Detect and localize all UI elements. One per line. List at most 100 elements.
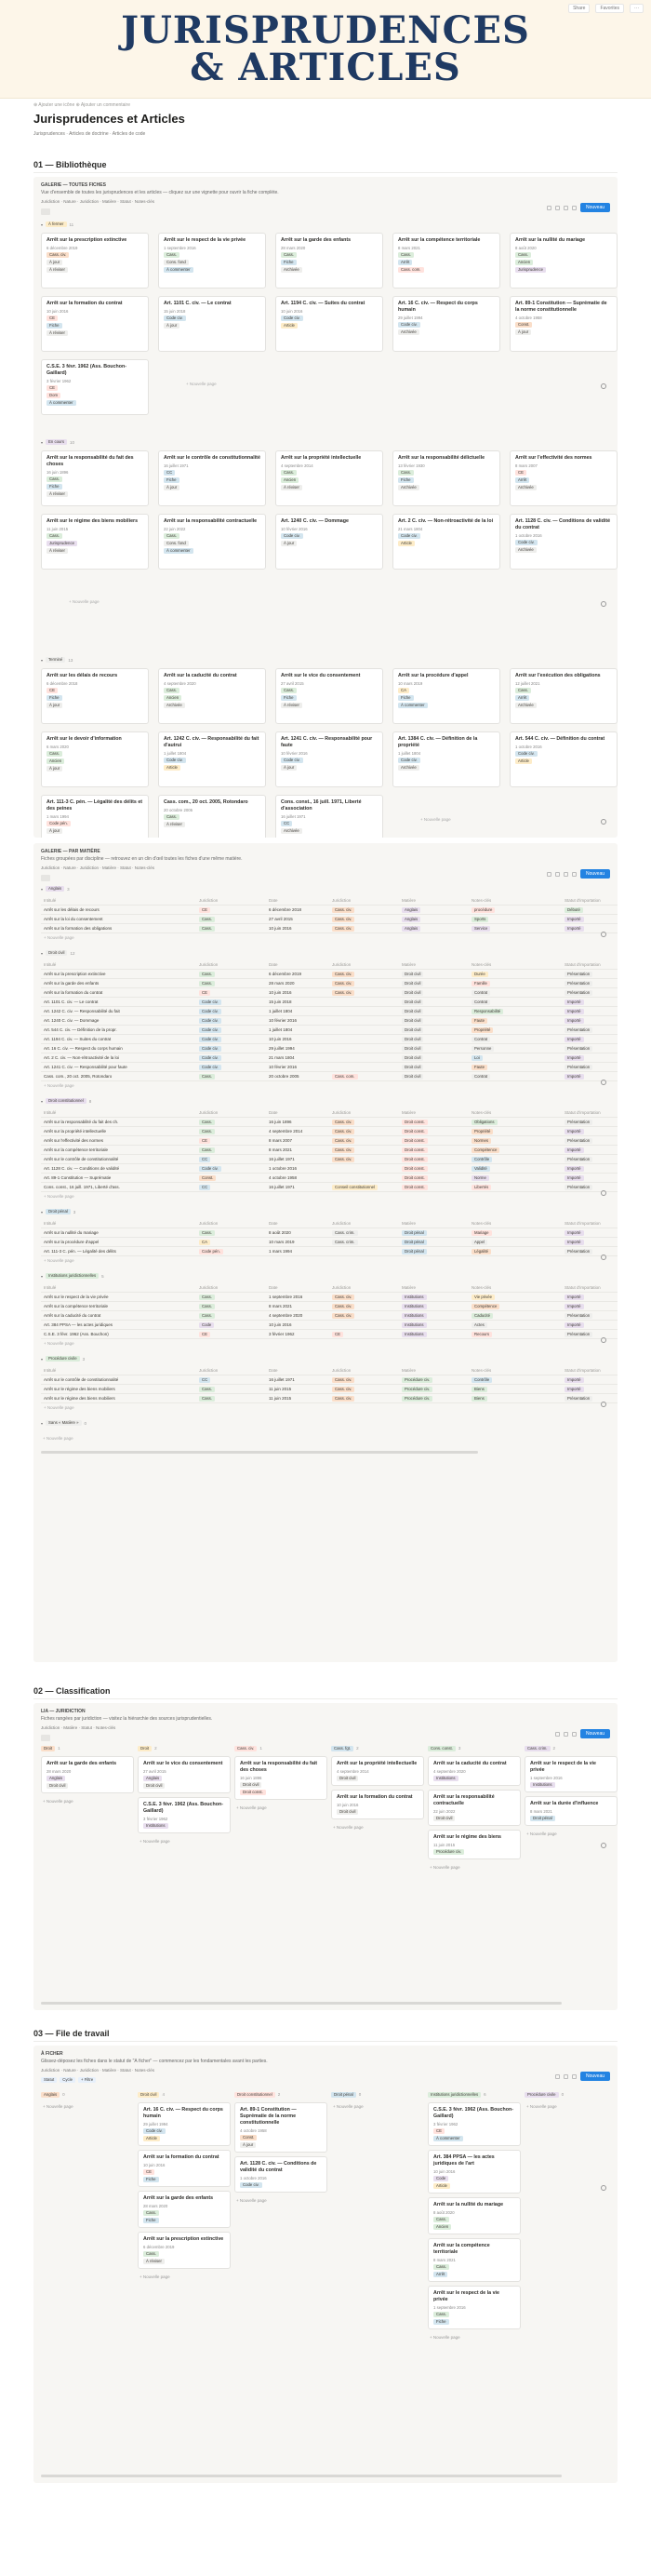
sort-icon[interactable] [554, 205, 560, 210]
gallery-card[interactable]: Art. 1128 C. civ. — Conditions de validi… [510, 514, 618, 570]
sort-icon[interactable] [563, 1731, 568, 1737]
table-filters[interactable]: Juridiction · Nature · Juridiction · Mat… [41, 865, 155, 870]
table-group-header[interactable]: ▾ Anglais 3 [41, 886, 70, 892]
toggle-icon[interactable]: ▾ [41, 1273, 44, 1279]
new-page-button[interactable]: + Nouvelle page [43, 1799, 73, 1804]
table-group-header[interactable]: ▾ Droit constitutionnel 8 [41, 1098, 91, 1104]
gallery-card[interactable]: Arrêt sur la propriété intellectuelle 4 s… [275, 450, 383, 506]
gallery-card[interactable]: Arrêt sur le contrôle de constitutionnal… [158, 450, 266, 506]
column-header[interactable]: Statut d'importation [565, 898, 601, 903]
kanban-card[interactable]: Art. 89-1 Constitution — Suprématie de l… [234, 2102, 327, 2153]
gallery-group-header[interactable]: ▾ En cours 10 [41, 439, 74, 445]
side-handle-icon[interactable] [601, 1080, 606, 1085]
table-row[interactable]: Arrêt sur la compétence territoriale Cass… [41, 1302, 618, 1311]
column-header[interactable]: Intitulé [44, 1110, 57, 1115]
table-group-header[interactable]: ▾ Procédure civile 3 [41, 1356, 85, 1362]
sort-icon[interactable] [554, 871, 560, 877]
column-header[interactable]: Juridiction [332, 1110, 352, 1115]
table-row[interactable]: Cass. com., 20 oct. 2005, Rotondaro Cass.… [41, 1072, 618, 1081]
new-page-button[interactable]: + Nouvelle page [236, 2198, 267, 2203]
column-header[interactable]: Intitulé [44, 1221, 57, 1226]
column-header[interactable]: Juridiction [332, 962, 352, 967]
column-header[interactable]: Cass. crim. 2 [525, 1744, 618, 1752]
new-page-button[interactable]: + Nouvelle page [430, 1865, 460, 1870]
toggle-icon[interactable]: ▾ [41, 221, 44, 227]
gallery-card[interactable]: Arrêt sur les délais de recours 6 décembr… [41, 668, 149, 724]
kanban-card[interactable]: Art. 1128 C. civ. — Conditions de validi… [234, 2156, 327, 2193]
favorites-button[interactable]: Favorites [595, 4, 624, 13]
breadcrumb[interactable]: ⊕ Ajouter une icône ⊕ Ajouter un comment… [33, 102, 130, 108]
table-row[interactable]: Arrêt sur le contrôle de constitutionnal… [41, 1155, 618, 1164]
side-handle-icon[interactable] [601, 1402, 606, 1407]
column-header[interactable]: Matière [402, 898, 417, 903]
column-header[interactable]: Cass. civ. 1 [234, 1744, 327, 1752]
more-button[interactable]: ··· [630, 4, 644, 13]
gallery-card[interactable]: Art. 1101 C. civ. — Le contrat 15 juin 20… [158, 296, 266, 352]
table-row[interactable]: Arrêt sur la propriété intellectuelle Cas… [41, 1127, 618, 1136]
gallery-card[interactable]: Arrêt sur l'exécution des obligations 12 … [510, 668, 618, 724]
gallery-card[interactable]: Art. 111-3 C. pén. — Légalité des délits… [41, 795, 149, 838]
gallery-card[interactable]: Arrêt sur la formation du contrat 10 juin… [41, 296, 149, 352]
column-header[interactable]: Intitulé [44, 1285, 57, 1290]
kanban-card[interactable]: Arrêt sur la durée d'influence 8 mars 202… [525, 1796, 618, 1826]
column-header[interactable]: Juridiction [199, 1368, 219, 1373]
gallery-card[interactable]: Arrêt sur le vice du consentement 27 avri… [275, 668, 383, 724]
column-header[interactable]: Juridiction [332, 1285, 352, 1290]
search-icon[interactable] [571, 2073, 577, 2079]
new-page-button[interactable]: + Nouvelle page [333, 1825, 364, 1830]
kanban-card[interactable]: Arrêt sur le respect de la vie privée 1 s… [525, 1756, 618, 1792]
column-header[interactable]: Institutions juridictionnelles 6 [428, 2090, 521, 2099]
filter-icon[interactable] [554, 2073, 560, 2079]
kanban-card[interactable]: Arrêt sur la caducité du contrat 4 septem… [428, 1756, 521, 1786]
kanban-card[interactable]: C.S.E. 3 févr. 1962 (Ass. Bouchon-Gailla… [428, 2102, 521, 2146]
gallery-card[interactable]: Cass. com., 20 oct. 2005, Rotondaro 20 oc… [158, 795, 266, 838]
table-row[interactable]: Arrêt sur la compétence territoriale Cass… [41, 1146, 618, 1155]
new-page-button[interactable]: + Nouvelle page [44, 935, 74, 940]
view-switch-icon[interactable] [41, 875, 50, 881]
new-page-button[interactable]: + Nouvelle page [420, 817, 451, 822]
new-page-button[interactable]: + Nouvelle page [43, 1436, 73, 1441]
kanban-card[interactable]: Arrêt sur la responsabilité du fait des … [234, 1756, 327, 1800]
gallery-card[interactable]: Arrêt sur la responsabilité délictuelle 1… [392, 450, 500, 506]
new-entry-button[interactable]: Nouveau [579, 203, 610, 212]
gallery-card[interactable]: Arrêt sur la compétence territoriale 8 ma… [392, 233, 500, 288]
table-row[interactable]: Art. 1240 C. civ. — Dommage Code civ. 10 f… [41, 1016, 618, 1026]
gallery-card[interactable]: C.S.E. 3 févr. 1962 (Ass. Bouchon-Gailla… [41, 359, 149, 415]
gallery-card[interactable]: Art. 89-1 Constitution — Suprématie de l… [510, 296, 618, 352]
column-header[interactable]: Date [269, 1285, 278, 1290]
gallery-card[interactable]: Arrêt sur la responsabilité contractuell… [158, 514, 266, 570]
table-row[interactable]: Art. 16 C. civ. — Respect du corps humai… [41, 1044, 618, 1053]
tag-chip[interactable]: + Filtre [77, 2077, 97, 2083]
kanban-card[interactable]: Arrêt sur la formation du contrat 10 juin… [138, 2150, 231, 2187]
column-header[interactable]: Date [269, 1110, 278, 1115]
table-row[interactable]: Arrêt sur la formation des obligations Ca… [41, 924, 618, 933]
kanban-card[interactable]: Arrêt sur la responsabilité contractuell… [428, 1790, 521, 1826]
table-row[interactable]: Arrêt sur la procédure d'appel CA 10 mars … [41, 1238, 618, 1247]
table-row[interactable]: C.S.E. 3 févr. 1962 (Ass. Bouchon) CE 3 fé… [41, 1330, 618, 1339]
gallery-card[interactable]: Art. 1240 C. civ. — Dommage 10 février 20… [275, 514, 383, 570]
table-row[interactable]: Arrêt sur la garde des enfants Cass. 28 ma… [41, 979, 618, 988]
table-row[interactable]: Arrêt sur l'effectivité des normes CE 8 ma… [41, 1136, 618, 1146]
table-group-header[interactable]: ▾ Droit pénal 3 [41, 1209, 75, 1214]
new-page-button[interactable]: + Nouvelle page [140, 2274, 170, 2279]
gallery-card[interactable]: Art. 1241 C. civ. — Responsabilité pour … [275, 731, 383, 787]
table-row[interactable]: Art. 89-1 Constitution — Suprématie Const… [41, 1174, 618, 1183]
new-entry-button[interactable]: Nouveau [579, 869, 610, 879]
filter-icon[interactable] [546, 205, 551, 210]
table-row[interactable]: Arrêt sur le régime des biens mobiliers C… [41, 1385, 618, 1394]
new-entry-button[interactable]: Nouveau [579, 1729, 610, 1738]
table-row[interactable]: Arrêt sur le contrôle de constitutionnal… [41, 1375, 618, 1385]
column-header[interactable]: Droit pénal 0 [331, 2090, 424, 2099]
column-header[interactable]: Notes-clés [472, 962, 492, 967]
search-icon[interactable] [563, 205, 568, 210]
column-header[interactable]: Notes-clés [472, 1110, 492, 1115]
table-row[interactable]: Arrêt sur la prescription extinctive Cass… [41, 970, 618, 979]
table-row[interactable]: Art. 2 C. civ. — Non-rétroactivité de la… [41, 1053, 618, 1063]
kanban-card[interactable]: Arrêt sur le vice du consentement 27 avri… [138, 1756, 231, 1793]
share-button[interactable]: Share [568, 4, 591, 13]
column-header[interactable]: Matière [402, 1110, 417, 1115]
side-handle-icon[interactable] [601, 383, 606, 389]
column-header[interactable]: Droit 1 [41, 1744, 134, 1752]
tag-chip[interactable]: Cycle [60, 2077, 75, 2083]
sort-icon[interactable] [563, 2073, 568, 2079]
